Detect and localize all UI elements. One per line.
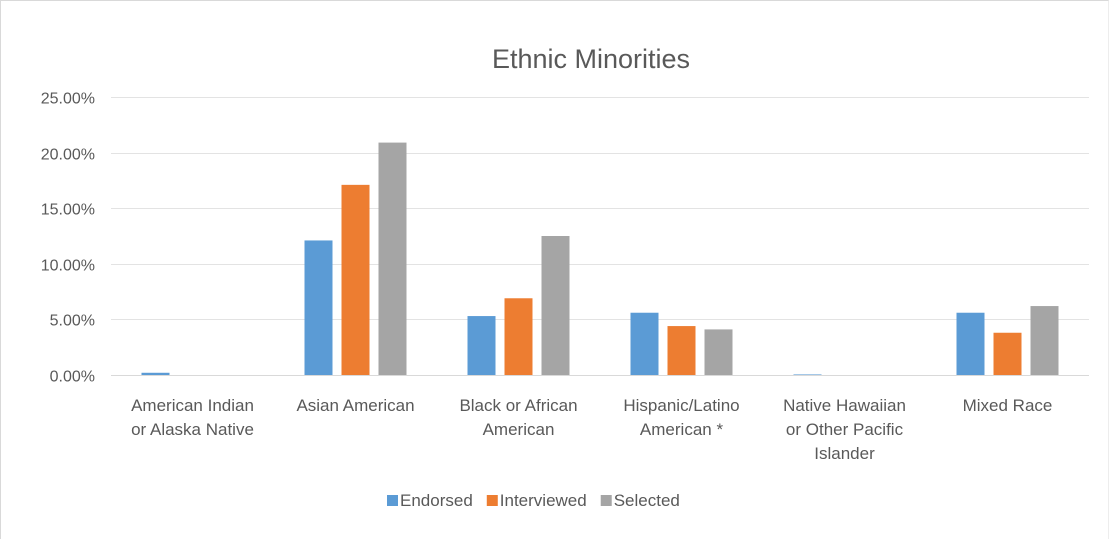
x-tick-label: Asian American: [296, 396, 414, 415]
x-tick-label: Black or African: [459, 396, 577, 415]
y-tick-label: 25.00%: [41, 91, 95, 108]
y-tick-label: 15.00%: [41, 202, 95, 219]
x-tick-label: Native Hawaiian: [783, 396, 906, 415]
x-tick-label: American: [483, 420, 555, 439]
legend-swatch-interviewed: [486, 495, 498, 506]
bar-selected-3: [541, 236, 570, 375]
bar-interviewed-6: [993, 332, 1022, 375]
x-tick-label: Islander: [814, 444, 875, 463]
bar-endorsed-3: [467, 316, 496, 375]
x-tick-label: Hispanic/Latino: [623, 396, 739, 415]
bar-interviewed-3: [504, 298, 533, 375]
y-tick-label: 0.00%: [50, 369, 95, 386]
y-tick-label: 5.00%: [50, 313, 95, 330]
y-tick-label: 20.00%: [41, 147, 95, 164]
y-axis-ticks: 0.00% 5.00% 10.00% 15.00% 20.00% 25.00%: [41, 91, 95, 386]
legend-label-interviewed: Interviewed: [500, 491, 587, 510]
x-tick-label: American Indian: [131, 396, 254, 415]
chart-title: Ethnic Minorities: [492, 44, 690, 74]
y-tick-label: 10.00%: [41, 258, 95, 275]
bar-selected-4: [704, 329, 733, 375]
legend-swatch-selected: [600, 495, 612, 506]
x-tick-label: American *: [640, 420, 724, 439]
bar-interviewed-4: [667, 326, 696, 375]
bars: [141, 142, 1059, 375]
legend: Endorsed Interviewed Selected: [387, 491, 680, 510]
legend-swatch-endorsed: [387, 495, 398, 506]
bar-endorsed-1: [141, 372, 170, 375]
bar-endorsed-4: [630, 312, 659, 375]
x-axis-labels: American Indian or Alaska Native Asian Ame…: [131, 396, 1052, 463]
gridlines: [111, 97, 1089, 376]
x-tick-label: or Other Pacific: [786, 420, 904, 439]
legend-label-selected: Selected: [614, 491, 680, 510]
legend-label-endorsed: Endorsed: [400, 491, 473, 510]
bar-endorsed-2: [304, 240, 333, 375]
x-tick-label: or Alaska Native: [131, 420, 254, 439]
bar-interviewed-2: [341, 184, 370, 375]
bar-selected-6: [1030, 306, 1059, 375]
bar-endorsed-5: [793, 374, 822, 375]
bar-endorsed-6: [956, 312, 985, 375]
x-tick-label: Mixed Race: [963, 396, 1053, 415]
bar-selected-2: [378, 142, 407, 375]
